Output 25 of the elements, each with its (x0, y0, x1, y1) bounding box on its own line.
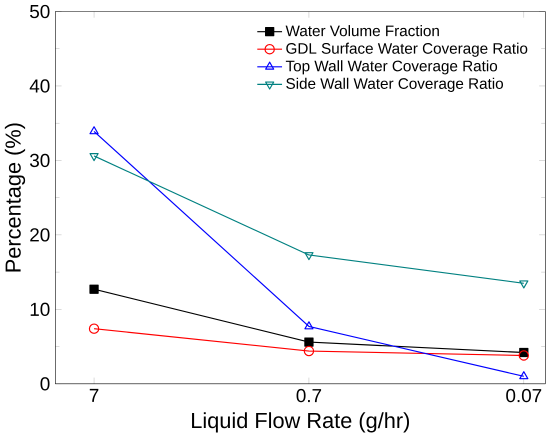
x-tick-label: 0.7 (296, 388, 322, 402)
y-tick-label: 10 (30, 302, 50, 316)
point (89, 152, 99, 162)
point (304, 346, 314, 356)
legend-label: Side Wall Water Coverage Ratio (286, 78, 503, 92)
y-tick-label: 40 (30, 79, 50, 92)
x-axis-title: Liquid Flow Rate (g/hr) (192, 412, 409, 432)
y-tick-label: 30 (30, 154, 50, 167)
point (304, 252, 314, 260)
y-tick-label: 50 (30, 4, 50, 18)
x-tick-label: 7 (90, 388, 98, 402)
point (519, 370, 528, 380)
y-tick-label: 20 (30, 228, 50, 242)
point (88, 323, 100, 334)
legend-label: Water Volume Fraction (286, 24, 439, 36)
legend-label: GDL Surface Water Coverage Ratio (286, 42, 528, 57)
point (304, 337, 314, 347)
y-tick-label: 0 (40, 376, 50, 390)
x-tick-label: 0.07 (506, 388, 542, 402)
point (518, 350, 530, 361)
y-axis-title: Percentage (%) (4, 123, 26, 272)
legend-label: Top Wall Water Coverage Ratio (286, 60, 498, 74)
point (519, 280, 528, 288)
point (89, 284, 99, 294)
point (304, 321, 314, 330)
